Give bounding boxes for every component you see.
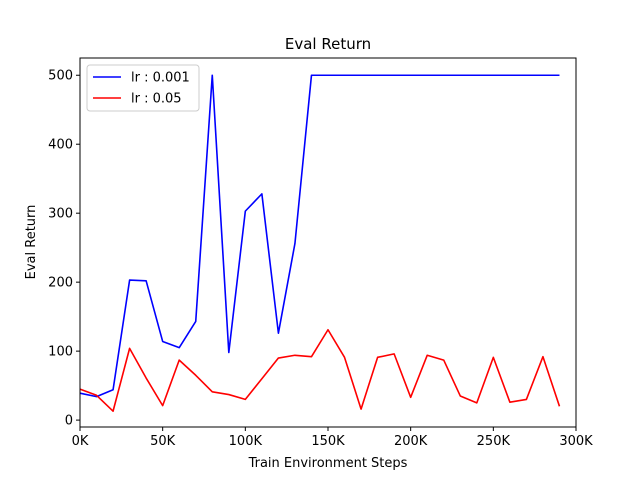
x-axis-label: Train Environment Steps	[248, 456, 408, 471]
x-tick-label: 200K	[394, 434, 428, 449]
chart-title: Eval Return	[285, 35, 371, 53]
y-tick-label: 400	[48, 138, 73, 153]
y-tick-label: 500	[48, 69, 73, 84]
x-tick-label: 300K	[559, 434, 593, 449]
x-tick-label: 250K	[477, 434, 511, 449]
y-tick-label: 200	[48, 276, 73, 291]
series-line-0	[79, 74, 560, 398]
series-layer	[79, 74, 561, 412]
y-axis: 0 100 200 300 400 500	[48, 69, 80, 429]
x-tick-label: 150K	[311, 434, 345, 449]
legend: lr : 0.001 lr : 0.05	[86, 64, 200, 112]
y-axis-label: Eval Return	[24, 205, 39, 280]
x-tick-label: 0K	[72, 434, 89, 449]
series-line-1	[79, 328, 561, 412]
legend-label-1: lr : 0.05	[131, 92, 182, 107]
plot-frame	[79, 57, 577, 428]
x-axis: 0K 50K 100K 150K 200K 250K 300K	[72, 427, 593, 449]
x-tick-label: 100K	[229, 434, 263, 449]
y-tick-label: 0	[65, 414, 73, 429]
x-tick-label: 50K	[150, 434, 176, 449]
legend-label-0: lr : 0.001	[131, 71, 190, 86]
y-tick-label: 100	[48, 345, 73, 360]
y-tick-label: 300	[48, 207, 73, 222]
